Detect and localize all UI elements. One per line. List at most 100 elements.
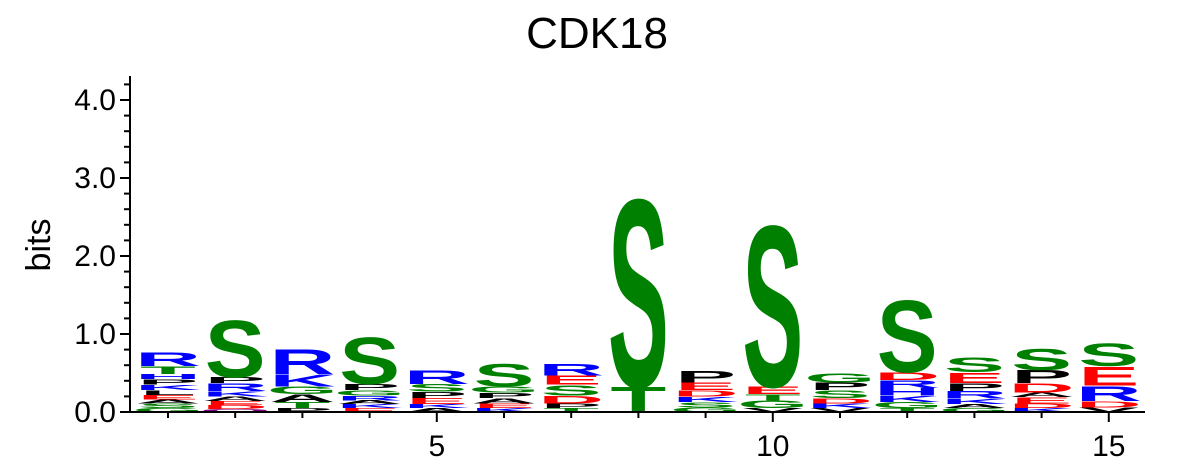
logo-letter: R <box>538 361 604 379</box>
logo-letter: K <box>269 372 335 390</box>
logo-letter: A <box>471 397 537 406</box>
logo-letter: K <box>673 395 739 404</box>
logo-letter: G <box>805 371 876 386</box>
logo-letter: A <box>135 399 201 405</box>
logo-letter: A <box>202 395 268 402</box>
logo-letter: R <box>941 389 1007 401</box>
logo-letter: S <box>138 402 199 409</box>
logo-letter: G <box>334 389 405 398</box>
logo-letter: R <box>1076 382 1142 406</box>
logo-letter: G <box>737 398 808 410</box>
letter-stacks: GSAELKPHTRQDEAKRPSPTAGKREKARGPSAKEPSRKEA… <box>133 143 1142 444</box>
logo-letter: P <box>541 402 602 409</box>
logo-letter: K <box>807 402 873 409</box>
logo-letter: S <box>944 353 1005 377</box>
y-tick-label: 0.0 <box>74 396 116 429</box>
logo-letter: P <box>272 407 333 413</box>
logo-letter: G <box>469 385 540 395</box>
logo-letter: L <box>140 389 196 396</box>
logo-letter: G <box>872 400 943 410</box>
logo-letter: E <box>406 396 467 406</box>
y-tick-label: 4.0 <box>74 84 116 117</box>
logo-letter: V <box>742 407 803 413</box>
logo-letter: D <box>874 370 940 382</box>
logo-letter: T <box>879 407 935 413</box>
logo-letter: R <box>337 394 403 401</box>
logo-letter: E <box>742 384 803 396</box>
logo-letter: E <box>205 400 266 406</box>
y-axis-label: bits <box>20 219 58 272</box>
logo-letter: G <box>939 407 1010 413</box>
x-tick-label: 15 <box>1092 430 1125 463</box>
logo-letter: S <box>339 324 400 399</box>
logo-letter: P <box>138 378 199 387</box>
logo-letter: D <box>538 394 604 406</box>
logo-letter: D <box>1009 402 1075 409</box>
logo-letter: P <box>406 390 467 400</box>
y-tick-label: 1.0 <box>74 318 116 351</box>
logo-letter: A <box>337 399 403 405</box>
logo-letter: T <box>275 400 331 410</box>
logo-letter: K <box>874 394 940 404</box>
logo-letter: A <box>941 403 1007 409</box>
logo-letter: S <box>810 388 871 400</box>
logo-letter: K <box>202 389 268 398</box>
logo-letter: P <box>339 382 400 392</box>
x-tick-label: 10 <box>756 430 789 463</box>
logo-letter: K <box>135 383 201 392</box>
logo-letter: E <box>1078 361 1139 391</box>
logo-letter: E <box>138 394 199 401</box>
logo-letter: K <box>471 407 537 413</box>
logo-letter: S <box>406 382 467 394</box>
logo-letter: D <box>1076 399 1142 409</box>
logo-letter: S <box>1078 337 1139 374</box>
logo-letter: A <box>404 407 470 413</box>
logo-letter: K <box>337 403 403 409</box>
logo-letter: R <box>874 378 940 390</box>
logo-letter: E <box>541 373 602 388</box>
logo-letter: G <box>267 384 338 396</box>
y-tick-label: 2.0 <box>74 240 116 273</box>
logo-letter: P <box>944 381 1005 393</box>
logo-letter: S <box>608 143 669 444</box>
logo-letter: E <box>1011 396 1072 406</box>
chart-title: CDK18 <box>526 9 668 58</box>
logo-letter: S <box>1011 343 1072 377</box>
logo-letter: S <box>675 400 736 409</box>
logo-letter: G <box>133 407 204 413</box>
logo-letter: G <box>670 406 741 413</box>
logo-letter: K <box>404 403 470 409</box>
logo-letter: S <box>742 178 803 436</box>
logo-letter: V <box>1078 406 1139 413</box>
logo-letter: R <box>269 342 335 382</box>
x-tick-label: 5 <box>428 430 445 463</box>
logo-letter: V <box>810 407 871 413</box>
logo-letter: T <box>140 364 196 376</box>
logo-letter: P <box>205 375 266 385</box>
logo-letter: S <box>541 382 602 399</box>
logo-letter: Q <box>200 408 271 413</box>
logo-letter: P <box>1011 366 1072 387</box>
logo-letter: R <box>202 381 268 393</box>
logo-letter: S <box>474 357 535 394</box>
logo-letter: E <box>339 407 400 413</box>
logo-letter: K <box>941 397 1007 406</box>
logo-letter: H <box>135 372 201 381</box>
axes: 0.0 1.0 2.0 3.0 4.0 5 10 15 <box>74 76 1145 463</box>
logo-letter: E <box>944 369 1005 386</box>
logo-letter: A <box>1009 391 1075 398</box>
logo-letter: H <box>874 386 940 398</box>
logo-letter: T <box>543 407 599 413</box>
logo-letter: D <box>807 397 873 406</box>
logo-letter: P <box>474 391 535 400</box>
logo-letter: D <box>202 404 268 410</box>
logo-letter: D <box>1009 381 1075 396</box>
logo-letter: T <box>745 392 801 402</box>
logo-letter: E <box>474 402 535 409</box>
logo-letter: A <box>269 392 335 404</box>
logo-letter: S <box>877 279 938 394</box>
logo-letter: K <box>1009 407 1075 413</box>
logo-letter: E <box>675 380 736 392</box>
logo-letter: P <box>810 380 871 392</box>
